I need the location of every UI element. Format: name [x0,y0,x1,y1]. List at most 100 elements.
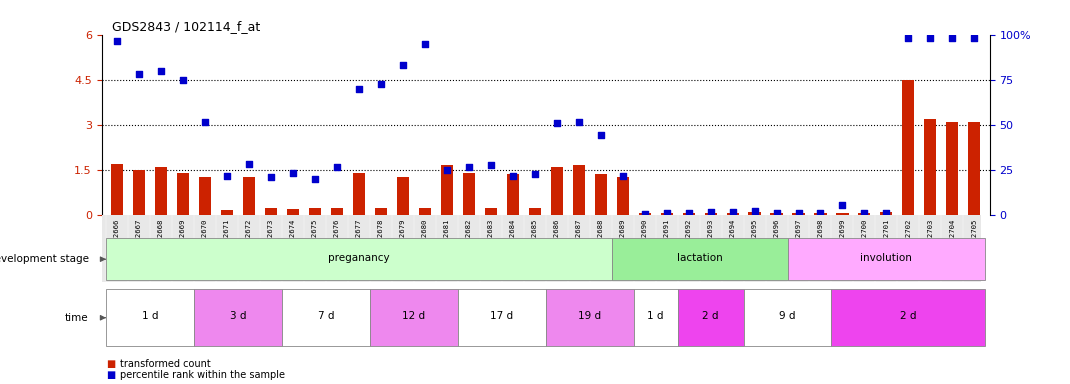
Bar [968,122,980,215]
Bar [418,209,431,215]
Text: GSM202697: GSM202697 [795,218,801,258]
Text: GSM202685: GSM202685 [532,218,538,258]
Bar [793,213,805,215]
Bar [660,213,673,215]
Text: 3 d: 3 d [230,311,246,321]
Text: GSM202669: GSM202669 [180,218,186,258]
Text: GSM202683: GSM202683 [488,218,493,258]
Point [394,61,411,68]
Text: GSM202691: GSM202691 [663,218,670,258]
Text: 7 d: 7 d [318,311,334,321]
Point [350,86,367,92]
Bar [106,238,612,280]
Text: 12 d: 12 d [402,311,426,321]
Point [108,38,125,44]
Bar [106,289,194,346]
Point [922,35,939,41]
Point [218,173,235,179]
Text: lactation: lactation [676,253,722,263]
Point [681,210,698,216]
Text: GSM202699: GSM202699 [840,218,845,258]
Text: GSM202687: GSM202687 [576,218,582,258]
Bar [194,289,281,346]
Bar [111,164,123,215]
Bar [902,80,915,215]
Bar [749,212,761,215]
Point [966,35,983,41]
Text: GSM202675: GSM202675 [311,218,318,258]
Bar [199,177,211,215]
Text: GSM202700: GSM202700 [861,218,868,258]
Text: GSM202670: GSM202670 [202,218,208,258]
Bar [220,210,233,215]
Text: time: time [65,313,89,323]
Text: preganancy: preganancy [328,253,389,263]
Bar [683,213,694,215]
Text: GDS2843 / 102114_f_at: GDS2843 / 102114_f_at [112,20,261,33]
Bar [831,289,985,346]
Text: 9 d: 9 d [779,311,796,321]
Point [372,81,389,87]
Bar [770,213,782,215]
Text: GSM202696: GSM202696 [774,218,780,258]
Point [900,35,917,41]
Bar [353,173,365,215]
Text: GSM202682: GSM202682 [465,218,472,258]
Point [504,173,521,179]
Text: GSM202666: GSM202666 [114,218,120,258]
Text: GSM202705: GSM202705 [972,218,977,258]
Bar [612,238,788,280]
Text: development stage: development stage [0,254,89,264]
Point [768,210,785,216]
Bar [788,238,985,280]
Point [285,170,302,176]
Bar [265,209,277,215]
Text: GSM202684: GSM202684 [509,218,516,258]
Text: GSM202677: GSM202677 [356,218,362,258]
Text: GSM202676: GSM202676 [334,218,340,258]
Text: 1 d: 1 d [141,311,158,321]
Point [152,68,169,74]
Text: GSM202695: GSM202695 [751,218,758,258]
Bar [397,177,409,215]
Text: 17 d: 17 d [490,311,514,321]
Point [262,174,279,180]
Text: GSM202702: GSM202702 [905,218,912,258]
Bar [837,213,849,215]
Bar [441,166,453,215]
Text: GSM202679: GSM202679 [400,218,406,258]
Point [724,209,742,215]
Text: 19 d: 19 d [578,311,601,321]
Point [812,210,829,216]
Point [570,119,587,126]
Point [790,210,807,216]
Text: GSM202686: GSM202686 [553,218,560,258]
Point [702,209,719,215]
Point [592,132,609,138]
Bar [814,213,826,215]
Text: GSM202667: GSM202667 [136,218,142,258]
Point [460,164,477,170]
Bar [177,173,189,215]
Bar [881,212,892,215]
Point [944,35,961,41]
Text: GSM202688: GSM202688 [598,218,603,258]
Point [306,176,323,182]
Point [856,210,873,216]
Text: GSM202703: GSM202703 [928,218,933,258]
Point [614,173,631,179]
Text: GSM202690: GSM202690 [642,218,647,258]
Bar [281,289,370,346]
Text: ■: ■ [107,359,120,369]
Text: GSM202674: GSM202674 [290,218,296,258]
Point [241,161,258,167]
Bar [546,289,633,346]
Text: percentile rank within the sample: percentile rank within the sample [120,370,285,380]
Point [328,164,346,170]
Bar [572,166,584,215]
Bar [704,213,717,215]
Bar [309,209,321,215]
Point [526,171,544,177]
Text: 2 d: 2 d [702,311,719,321]
Point [483,162,500,169]
